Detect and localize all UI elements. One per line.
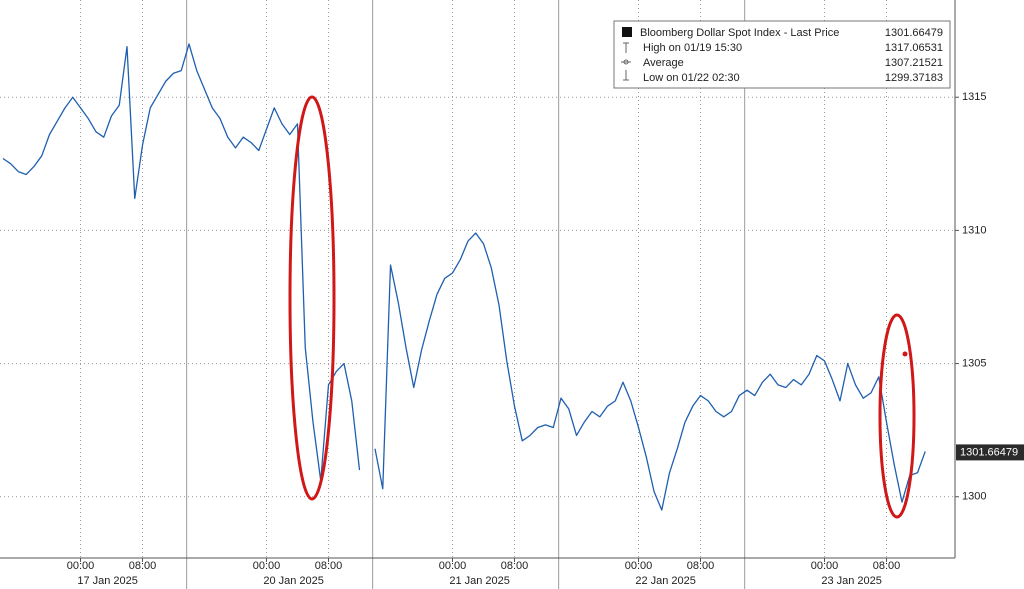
y-tick-label: 1305 xyxy=(962,357,986,369)
x-tick-label: 00:00 xyxy=(811,560,839,572)
x-tick-label: 00:00 xyxy=(439,560,467,572)
y-tick-label: 1300 xyxy=(962,491,986,503)
legend-icon xyxy=(621,59,631,65)
grid-layer xyxy=(0,0,955,589)
x-tick-label: 00:00 xyxy=(625,560,653,572)
x-tick-label: 08:00 xyxy=(687,560,715,572)
legend-label: Low on 01/22 02:30 xyxy=(643,72,740,84)
x-date-label: 22 Jan 2025 xyxy=(635,575,696,587)
legend-swatch xyxy=(622,27,632,37)
x-tick-label: 08:00 xyxy=(129,560,157,572)
x-date-label: 21 Jan 2025 xyxy=(449,575,510,587)
legend: Bloomberg Dollar Spot Index - Last Price… xyxy=(613,20,951,89)
legend-value: 1307.21521 xyxy=(885,57,943,69)
y-tick-label: 1310 xyxy=(962,224,986,236)
legend-label: Bloomberg Dollar Spot Index - Last Price xyxy=(640,27,839,39)
x-tick-label: 00:00 xyxy=(253,560,281,572)
plot-layer xyxy=(2,43,926,511)
x-date-label: 23 Jan 2025 xyxy=(821,575,882,587)
legend-value: 1301.66479 xyxy=(885,27,943,39)
x-date-label: 20 Jan 2025 xyxy=(263,575,324,587)
last-price-tag xyxy=(956,444,1024,461)
x-tick-label: 08:00 xyxy=(315,560,343,572)
x-tick-label: 08:00 xyxy=(501,560,529,572)
legend-icon xyxy=(623,42,629,53)
price-line xyxy=(2,43,926,511)
annotation-ellipse xyxy=(288,95,336,501)
legend-label: High on 01/19 15:30 xyxy=(643,42,742,54)
last-price-label: 1301.66479 xyxy=(960,446,1018,458)
legend-label: Average xyxy=(643,57,684,69)
legend-box xyxy=(613,20,951,89)
legend-value: 1317.06531 xyxy=(885,42,943,54)
annotation-dot xyxy=(902,351,908,357)
annotations xyxy=(288,95,916,519)
legend-value: 1299.37183 xyxy=(885,72,943,84)
x-tick-label: 00:00 xyxy=(67,560,95,572)
legend-icon xyxy=(623,70,629,81)
y-tick-label: 1315 xyxy=(962,91,986,103)
x-tick-label: 08:00 xyxy=(873,560,901,572)
annotation-ellipse xyxy=(878,313,916,519)
x-date-label: 17 Jan 2025 xyxy=(77,575,138,587)
